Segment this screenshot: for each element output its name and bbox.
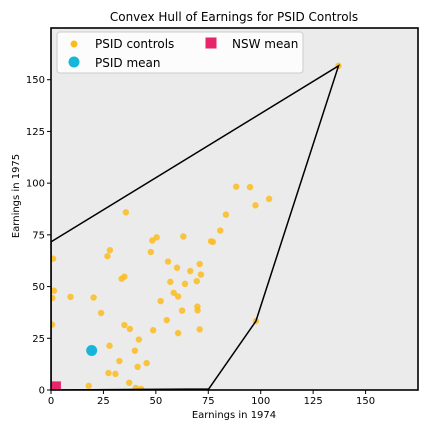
data-point (85, 382, 92, 390)
y-tick-label: 75 (32, 230, 45, 241)
legend-marker-psid-controls (70, 40, 78, 48)
y-tick-label: 50 (32, 282, 45, 293)
data-point (67, 293, 74, 301)
data-point (252, 202, 259, 209)
data-point (143, 359, 150, 367)
data-point (194, 303, 201, 310)
y-axis-label: Earnings in 1975 (11, 154, 22, 238)
data-point (232, 183, 240, 190)
data-point (174, 293, 182, 300)
data-point (193, 277, 200, 285)
data-point (157, 297, 164, 305)
data-point (51, 294, 56, 302)
x-tick-label: 0 (48, 396, 54, 407)
legend: PSID controls PSID mean NSW mean (56, 31, 304, 74)
x-tick-label: 150 (356, 396, 375, 407)
data-point (51, 321, 56, 328)
plot-background (51, 28, 418, 390)
data-point (178, 307, 186, 314)
data-point (196, 260, 203, 268)
data-point (147, 248, 155, 256)
data-point (112, 370, 119, 378)
data-point (106, 246, 114, 254)
data-point (153, 234, 160, 241)
data-point (181, 280, 189, 288)
legend-marker-psid-mean (68, 56, 80, 68)
data-point (217, 227, 224, 234)
data-point (265, 195, 273, 203)
y-tick-label: 100 (26, 179, 45, 190)
data-point (126, 379, 133, 386)
convex-hull-line (51, 64, 340, 390)
data-point (197, 271, 205, 278)
psid-controls-points (51, 62, 342, 390)
data-point (187, 267, 194, 275)
plot-area: 0 25 50 75 100 125 150 0 25 50 75 100 125 150 (26, 27, 419, 407)
data-point (246, 183, 254, 191)
data-point (105, 369, 112, 377)
data-point (207, 238, 215, 245)
legend-label-psid-controls: PSID controls (95, 37, 174, 51)
x-tick-label: 75 (202, 396, 215, 407)
data-point (134, 363, 141, 371)
psid-mean-marker (86, 344, 98, 356)
data-point (167, 278, 174, 286)
x-tick-label: 100 (251, 396, 270, 407)
legend-marker-nsw-mean (205, 37, 217, 49)
data-point (163, 316, 170, 324)
y-tick-label: 125 (26, 127, 45, 138)
data-point (174, 329, 182, 337)
data-point (90, 294, 97, 301)
data-point (180, 233, 187, 240)
data-point (170, 289, 177, 296)
legend-box (56, 31, 304, 74)
data-point (173, 264, 181, 271)
y-tick-label: 150 (26, 75, 45, 86)
data-point (121, 273, 128, 280)
data-point (126, 325, 134, 333)
data-point (51, 287, 58, 294)
y-tick-label: 0 (39, 386, 45, 397)
legend-label-psid-mean: PSID mean (95, 56, 160, 70)
data-point (121, 321, 128, 329)
chart-title: Convex Hull of Earnings for PSID Control… (110, 10, 358, 24)
x-tick-label: 50 (149, 396, 162, 407)
data-point (97, 309, 105, 317)
y-tick-label: 25 (32, 334, 45, 345)
data-point (132, 384, 139, 390)
data-point (104, 252, 111, 260)
x-axis-label: Earnings in 1974 (192, 410, 276, 421)
nsw-mean-marker (51, 381, 61, 390)
data-point (51, 255, 57, 262)
data-point (222, 211, 230, 218)
data-point (164, 258, 172, 265)
data-point (106, 342, 113, 349)
x-tick-label: 125 (304, 396, 323, 407)
data-point (149, 327, 157, 334)
legend-label-nsw-mean: NSW mean (232, 37, 298, 51)
data-point (122, 209, 130, 216)
data-point (196, 326, 203, 333)
data-point (135, 336, 143, 343)
data-point (116, 357, 123, 365)
data-point (131, 347, 139, 354)
plot-frame (50, 27, 419, 391)
x-tick-label: 25 (97, 396, 110, 407)
